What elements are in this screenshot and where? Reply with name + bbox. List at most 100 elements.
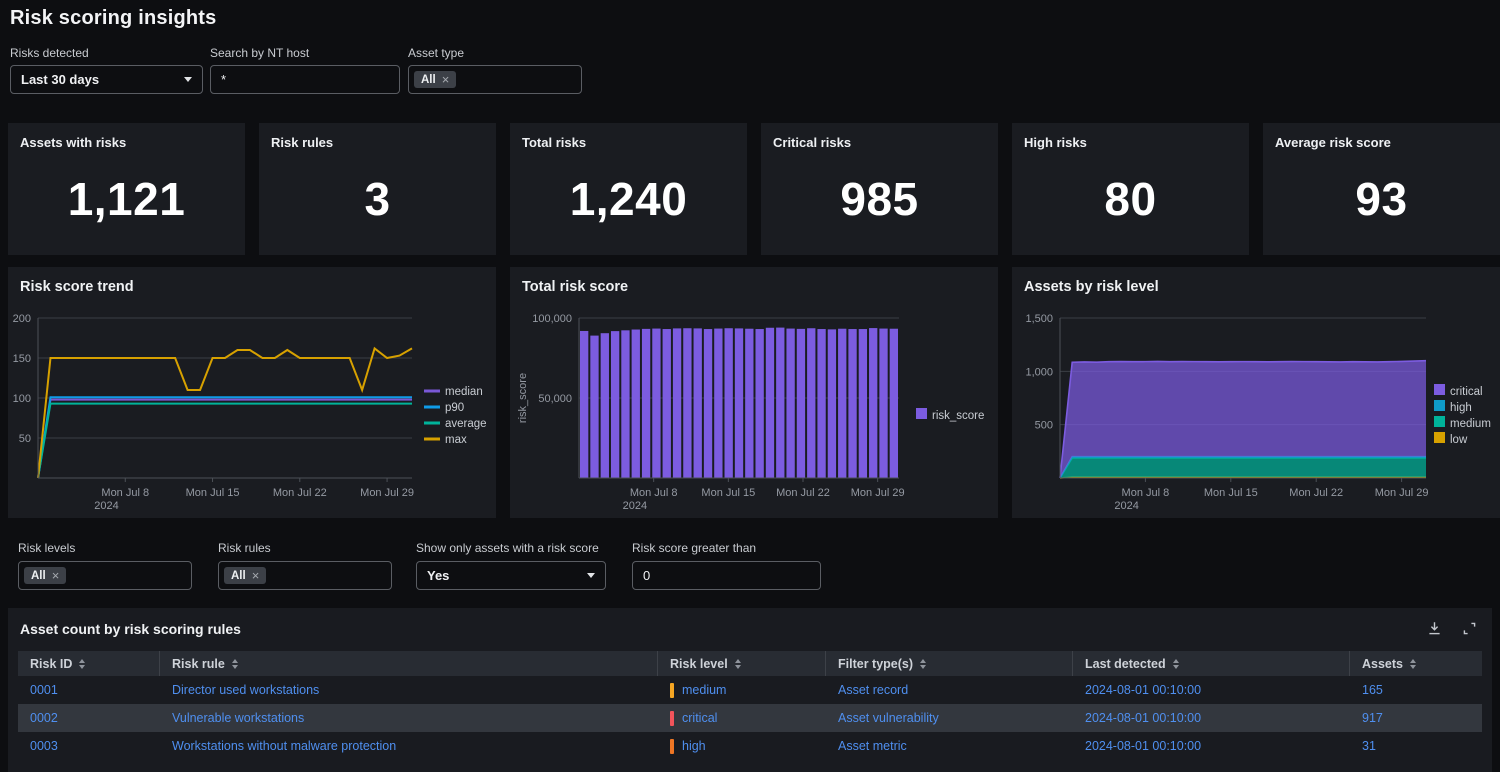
asset-type-multiselect[interactable]: All ×: [408, 65, 582, 94]
column-header-risk-rule[interactable]: Risk rule: [160, 651, 658, 676]
chart-row: 50100150200Mon Jul 82024Mon Jul 15Mon Ju…: [8, 267, 1500, 518]
kpi-high-risks: High risks 80: [1012, 123, 1249, 255]
assets-by-risk-level-chart: 5001,0001,500Mon Jul 82024Mon Jul 15Mon …: [1012, 267, 1500, 518]
filter-type-link[interactable]: Asset record: [838, 683, 908, 697]
score-greater-input[interactable]: 0: [632, 561, 821, 590]
svg-text:Mon Jul 29: Mon Jul 29: [851, 487, 905, 499]
svg-text:150: 150: [13, 353, 31, 365]
filter-type-link[interactable]: Asset metric: [838, 739, 907, 753]
kpi-value: 985: [840, 172, 918, 226]
risk-id-link[interactable]: 0001: [30, 683, 58, 697]
risks-detected-value: Last 30 days: [21, 72, 99, 87]
last-detected-link[interactable]: 2024-08-01 00:10:00: [1085, 683, 1201, 697]
risk-levels-chip: All ×: [24, 567, 66, 584]
nt-host-value: *: [221, 72, 226, 87]
chip-remove-icon[interactable]: ×: [52, 569, 60, 582]
kpi-label: Average risk score: [1275, 135, 1488, 150]
svg-text:200: 200: [13, 313, 31, 325]
assets-with-score-value: Yes: [427, 568, 449, 583]
risk-rule-link[interactable]: Vulnerable workstations: [172, 711, 304, 725]
assets-with-score-dropdown[interactable]: Yes: [416, 561, 606, 590]
kpi-row: Assets with risks 1,121 Risk rules 3 Tot…: [8, 123, 1500, 255]
svg-text:Mon Jul 8: Mon Jul 8: [630, 487, 678, 499]
svg-text:1,000: 1,000: [1025, 366, 1053, 378]
risk-level-link[interactable]: high: [682, 739, 706, 753]
risk-id-link[interactable]: 0003: [30, 739, 58, 753]
risk-levels-chip-label: All: [31, 570, 46, 582]
risk-levels-multiselect[interactable]: All ×: [18, 561, 192, 590]
svg-text:average: average: [445, 418, 487, 430]
expand-icon[interactable]: [1461, 620, 1478, 637]
chevron-down-icon: [184, 77, 192, 82]
nt-host-label: Search by NT host: [210, 46, 309, 60]
risk-level-bar: [670, 683, 674, 698]
svg-text:Mon Jul 29: Mon Jul 29: [1375, 487, 1429, 499]
assets-link[interactable]: 917: [1362, 711, 1383, 725]
chip-remove-icon[interactable]: ×: [442, 73, 450, 86]
kpi-risk-rules: Risk rules 3: [259, 123, 496, 255]
svg-text:low: low: [1450, 434, 1468, 446]
risks-detected-dropdown[interactable]: Last 30 days: [10, 65, 203, 94]
score-greater-label: Risk score greater than: [632, 541, 756, 555]
svg-text:2024: 2024: [94, 500, 118, 512]
last-detected-link[interactable]: 2024-08-01 00:10:00: [1085, 739, 1201, 753]
risk-score-trend-chart: 50 100 150 200 Mon Jul 82024 Mon Jul 15 Mon Ju…: [8, 267, 496, 518]
column-header-risk-level[interactable]: Risk level: [658, 651, 826, 676]
svg-text:Mon Jul 15: Mon Jul 15: [186, 487, 240, 499]
column-header-filter-types[interactable]: Filter type(s): [826, 651, 1073, 676]
risk-level-link[interactable]: medium: [682, 683, 726, 697]
risk-rules-multiselect[interactable]: All ×: [218, 561, 392, 590]
asset-count-table: Risk ID Risk rule Risk level Filter type…: [18, 651, 1482, 760]
column-header-assets[interactable]: Assets: [1350, 651, 1482, 676]
kpi-value: 3: [364, 172, 390, 226]
table-row[interactable]: 0002 Vulnerable workstations critical As…: [18, 704, 1482, 732]
svg-text:Mon Jul 29: Mon Jul 29: [360, 487, 414, 499]
svg-text:risk_score: risk_score: [517, 373, 529, 423]
svg-text:50: 50: [19, 433, 31, 445]
score-greater-value: 0: [643, 568, 650, 583]
svg-text:100: 100: [13, 393, 31, 405]
assets-link[interactable]: 165: [1362, 683, 1383, 697]
last-detected-link[interactable]: 2024-08-01 00:10:00: [1085, 711, 1201, 725]
assets-by-risk-level-panel: 5001,0001,500Mon Jul 82024Mon Jul 15Mon …: [1012, 267, 1500, 518]
svg-text:p90: p90: [445, 402, 464, 414]
svg-text:Mon Jul 8: Mon Jul 8: [1122, 487, 1170, 499]
risk-rules-label: Risk rules: [218, 541, 271, 555]
column-header-risk-id[interactable]: Risk ID: [18, 651, 160, 676]
risk-levels-label: Risk levels: [18, 541, 75, 555]
kpi-label: Critical risks: [773, 135, 986, 150]
svg-text:100,000: 100,000: [532, 313, 572, 325]
table-row[interactable]: 0001 Director used workstations medium A…: [18, 676, 1482, 704]
filter-type-link[interactable]: Asset vulnerability: [838, 711, 939, 725]
risk-level-link[interactable]: critical: [682, 711, 717, 725]
risk-rule-link[interactable]: Workstations without malware protection: [172, 739, 396, 753]
download-icon[interactable]: [1426, 620, 1443, 637]
chip-remove-icon[interactable]: ×: [252, 569, 260, 582]
nt-host-input[interactable]: *: [210, 65, 400, 94]
risk-rule-link[interactable]: Director used workstations: [172, 683, 319, 697]
assets-link[interactable]: 31: [1362, 739, 1376, 753]
table-row[interactable]: 0003 Workstations without malware protec…: [18, 732, 1482, 760]
svg-text:critical: critical: [1450, 386, 1483, 398]
total-risk-score-chart: 50,000100,000Mon Jul 82024Mon Jul 15Mon …: [510, 267, 998, 518]
risk-id-link[interactable]: 0002: [30, 711, 58, 725]
sort-icon: [920, 659, 926, 669]
kpi-total-risks: Total risks 1,240: [510, 123, 747, 255]
svg-text:high: high: [1450, 402, 1472, 414]
kpi-label: Total risks: [522, 135, 735, 150]
svg-text:medium: medium: [1450, 418, 1491, 430]
kpi-label: Risk rules: [271, 135, 484, 150]
kpi-average-risk-score: Average risk score 93: [1263, 123, 1500, 255]
risk-rules-chip: All ×: [224, 567, 266, 584]
assets-with-score-label: Show only assets with a risk score: [416, 541, 599, 555]
total-risk-score-panel: 50,000100,000Mon Jul 82024Mon Jul 15Mon …: [510, 267, 998, 518]
risk-level-bar: [670, 711, 674, 726]
svg-text:2024: 2024: [1114, 500, 1138, 512]
kpi-value: 1,240: [570, 172, 688, 226]
svg-text:Mon Jul 8: Mon Jul 8: [101, 487, 149, 499]
column-header-last-detected[interactable]: Last detected: [1073, 651, 1350, 676]
chevron-down-icon: [587, 573, 595, 578]
svg-text:1,500: 1,500: [1025, 313, 1053, 325]
risk-level-bar: [670, 739, 674, 754]
asset-type-label: Asset type: [408, 46, 464, 60]
